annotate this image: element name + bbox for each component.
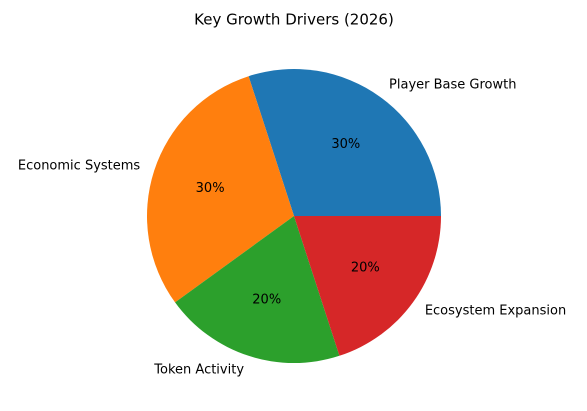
value-label: 20% <box>351 260 380 275</box>
slice-label: Economic Systems <box>18 159 141 174</box>
chart-title: Key Growth Drivers (2026) <box>194 11 394 29</box>
value-label: 30% <box>331 137 360 152</box>
slice-label: Ecosystem Expansion <box>425 304 566 319</box>
value-label: 30% <box>196 181 225 196</box>
value-label: 20% <box>252 292 281 307</box>
slice-label: Player Base Growth <box>389 78 516 93</box>
slice-label: Token Activity <box>153 362 244 377</box>
